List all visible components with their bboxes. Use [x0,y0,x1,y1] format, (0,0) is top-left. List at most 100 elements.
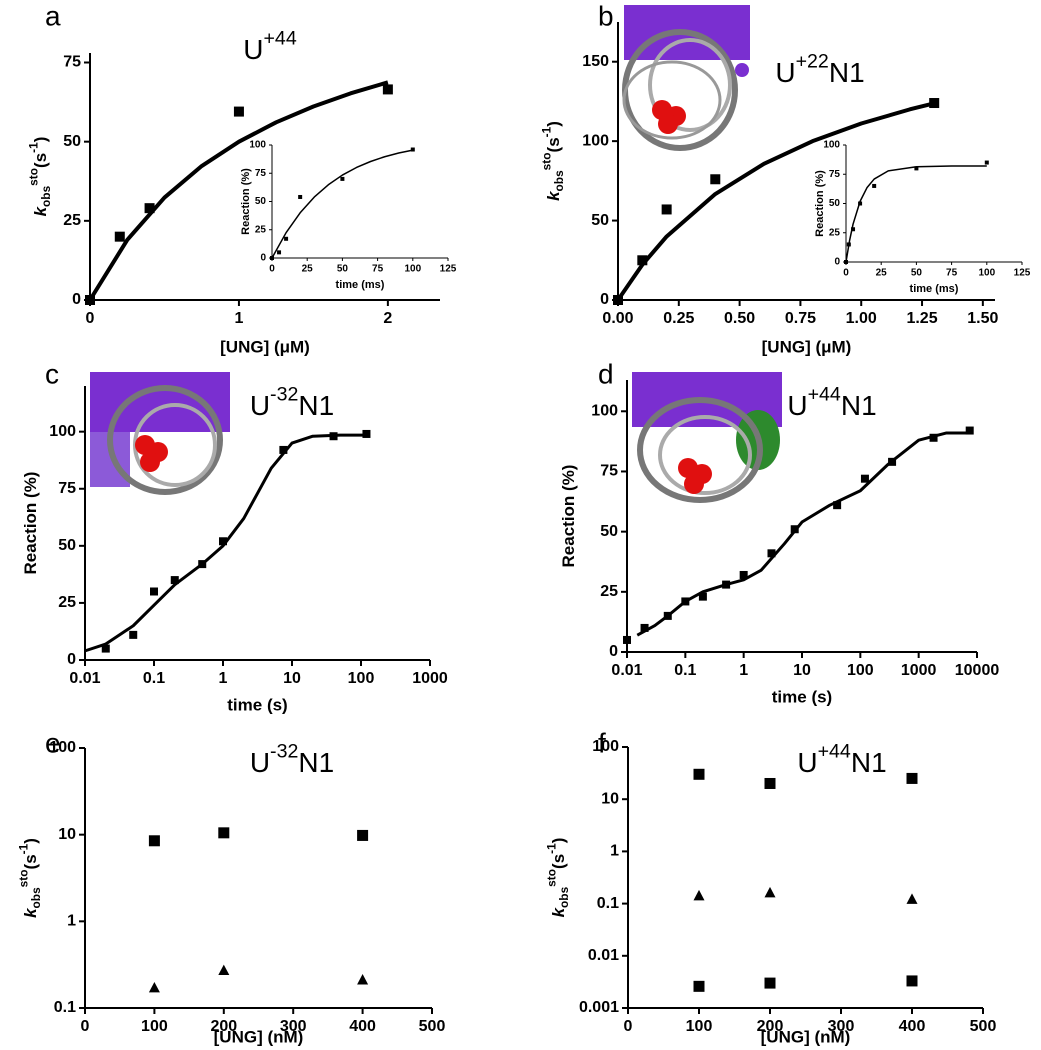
y-axis-label: kobssto(s-1) [539,121,566,201]
data-point [833,501,842,510]
y-axis-label-part: Reaction (%) [240,168,252,235]
y-axis-label-part: ) [31,137,50,143]
x-tick-label: 300 [828,1018,855,1035]
data-point [284,236,289,241]
data-point [277,250,282,255]
y-tick-label: 75 [829,169,841,180]
data-point [150,587,158,596]
x-tick-label: 500 [970,1018,997,1035]
chart-title-part: N1 [298,747,334,778]
data-point [693,768,705,780]
data-point [764,777,776,789]
data-point [219,537,227,546]
y-tick-label: 0.01 [588,947,619,964]
x-tick-label: 1.25 [906,310,937,327]
y-tick-label: 25 [829,227,841,238]
data-point [906,975,918,987]
y-tick-label: 0 [600,291,609,308]
y-tick-label: 100 [823,140,840,151]
data-point [767,549,776,558]
y-axis-label-part: obs [557,886,571,908]
chart-title-part: U [775,57,795,88]
y-axis-label-part: sto [539,152,553,170]
data-point [233,106,244,117]
data-point [148,981,160,993]
fit-curve [845,165,987,263]
data-point [357,974,369,985]
y-tick-label: 25 [63,212,81,229]
data-point [329,432,338,441]
chart-title-part: +44 [263,28,296,50]
y-tick-label: 10 [601,790,619,807]
chart-title-part: U [243,34,263,65]
y-axis-label-part: Reaction (%) [814,170,826,237]
y-axis-label-part: (s [21,854,40,869]
y-tick-label: 0.1 [597,895,619,912]
y-axis-label-part: k [21,907,40,918]
x-tick-label: 1.00 [846,310,877,327]
y-axis-label: Reaction (%) [559,465,578,568]
x-tick-label: 100 [348,670,375,687]
y-tick-label: 50 [600,523,618,540]
x-tick-label: 200 [210,1018,237,1035]
data-point [613,295,623,305]
data-point [410,147,415,152]
y-axis-label-part: (s [544,137,563,152]
y-axis-label: Reaction (%) [21,472,40,575]
panel-letter: a [45,0,61,31]
x-tick-label: 1 [234,310,243,327]
y-tick-label: 50 [58,537,76,554]
data-point [888,457,897,466]
data-point [914,166,919,171]
dna-strand [658,415,752,495]
x-tick-label: 75 [946,268,958,279]
panel-letter: c [45,358,59,389]
data-point [663,611,672,620]
uracil-atom [658,114,678,134]
x-tick-label: 500 [419,1018,446,1035]
y-tick-label: 0 [260,253,266,264]
y-tick-label: 25 [58,594,76,611]
panel-letter: b [598,0,614,31]
y-tick-label: 0 [609,643,618,660]
x-tick-label: 0.50 [724,310,755,327]
x-tick-label: 0 [843,268,849,279]
fit-curve [88,80,389,302]
y-axis-label-part: obs [552,170,566,192]
y-tick-label: 0 [834,257,840,268]
data-point [129,630,138,639]
chart-title: U+44N1 [787,384,876,422]
y-tick-label: 0 [67,651,76,668]
data-point [846,242,851,247]
x-tick-label: 0 [86,310,95,327]
y-axis-label: kobssto(s-1) [544,838,571,918]
x-tick-label: 200 [757,1018,784,1035]
molecule-illustration [622,5,750,151]
y-axis-label-part: -1 [539,126,553,137]
x-tick-label: 10 [283,670,301,687]
data-point [101,644,110,653]
x-tick-label: 100 [686,1018,713,1035]
x-tick-label: 400 [899,1018,926,1035]
data-point [170,576,179,585]
x-tick-label: 75 [372,264,384,275]
chart-title: U+44N1 [797,741,886,779]
data-point [640,623,649,632]
data-point [661,204,672,215]
y-axis-label-part: k [31,205,50,216]
fit-curve [271,149,413,259]
fit-curve [84,433,367,653]
data-point [681,597,690,606]
data-point [148,835,160,847]
data-point [872,183,877,188]
chart-title-part: N1 [298,390,334,421]
x-tick-label: 10000 [955,662,1000,679]
y-tick-label: 100 [592,738,619,755]
dna-strand [622,60,722,140]
data-point [710,174,721,185]
y-axis-label-part: obs [29,887,43,909]
chart-title-part: N1 [829,57,865,88]
x-tick-label: 0 [624,1018,633,1035]
y-tick-label: 50 [63,133,81,150]
y-tick-label: 75 [58,480,76,497]
